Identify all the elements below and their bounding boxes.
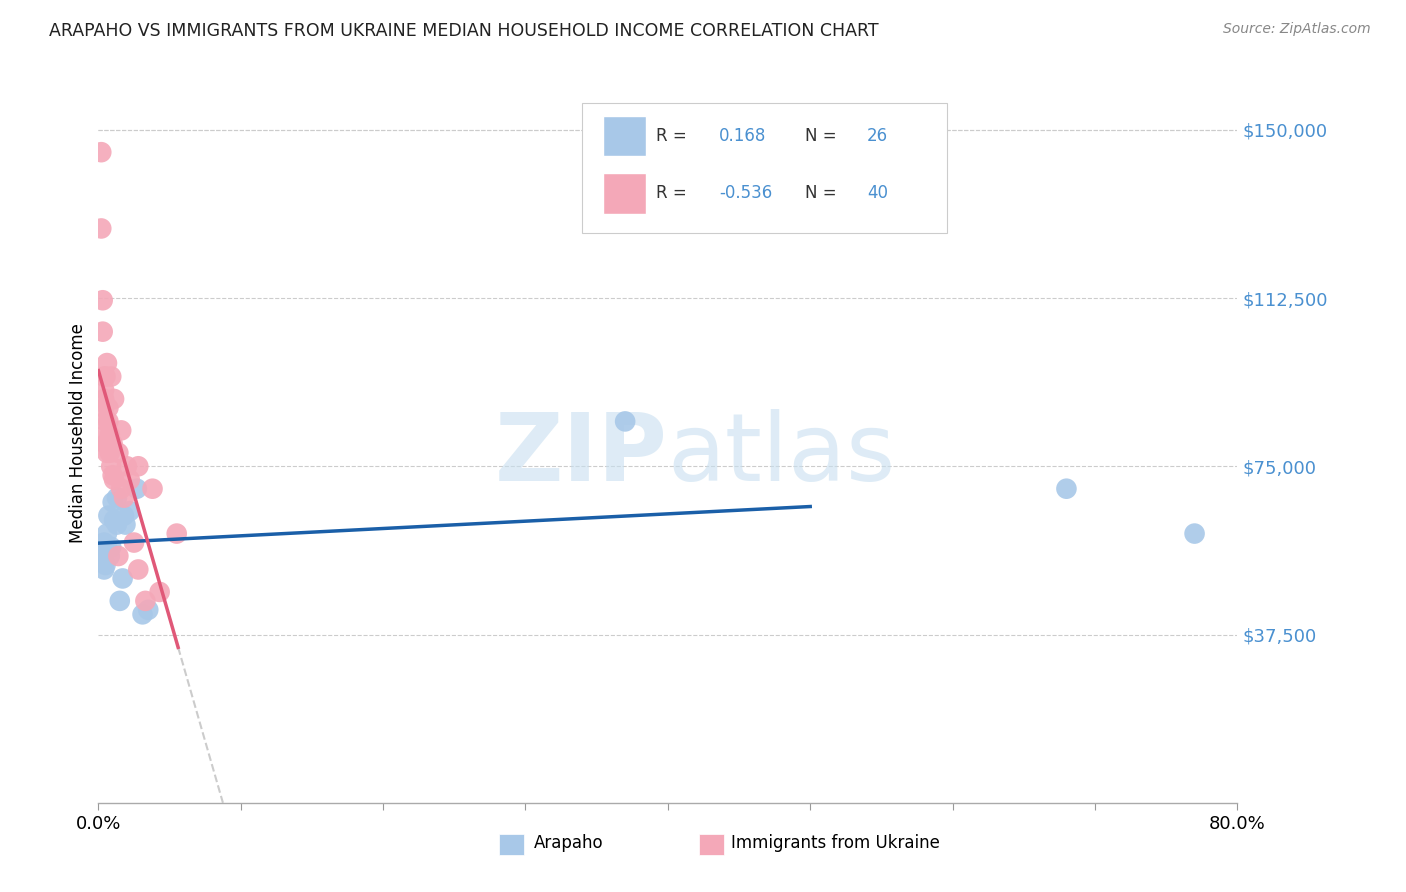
Text: 0.168: 0.168 — [718, 127, 766, 145]
Point — [93, 369, 115, 384]
Point — [101, 468, 124, 483]
Point — [100, 459, 122, 474]
Point — [118, 504, 141, 518]
Point — [103, 473, 125, 487]
Point — [96, 446, 118, 460]
Text: 26: 26 — [868, 127, 889, 145]
Text: atlas: atlas — [668, 409, 896, 500]
Point — [614, 414, 637, 428]
Point — [103, 513, 125, 527]
Point — [96, 356, 118, 370]
FancyBboxPatch shape — [603, 173, 647, 214]
Point — [103, 392, 125, 406]
Point — [94, 558, 117, 572]
Point — [136, 603, 159, 617]
Point — [112, 491, 135, 505]
Point — [90, 221, 112, 235]
Point — [96, 437, 118, 451]
Point — [90, 145, 112, 160]
Point — [97, 414, 120, 428]
Point — [105, 491, 128, 505]
Point — [93, 401, 115, 415]
Text: ARAPAHO VS IMMIGRANTS FROM UKRAINE MEDIAN HOUSEHOLD INCOME CORRELATION CHART: ARAPAHO VS IMMIGRANTS FROM UKRAINE MEDIA… — [49, 22, 879, 40]
Point — [100, 540, 122, 554]
Point — [94, 414, 117, 428]
Text: Arapaho: Arapaho — [534, 834, 605, 852]
Text: N =: N = — [804, 127, 841, 145]
Point — [107, 549, 129, 563]
Point — [93, 562, 115, 576]
Point — [90, 540, 112, 554]
Point — [112, 508, 135, 523]
Text: -0.536: -0.536 — [718, 185, 772, 202]
Point — [141, 482, 163, 496]
Point — [107, 446, 129, 460]
Point — [98, 428, 121, 442]
Point — [131, 607, 153, 622]
Text: 40: 40 — [868, 185, 889, 202]
Point — [94, 428, 117, 442]
Point — [97, 508, 120, 523]
Text: R =: R = — [657, 185, 693, 202]
Point — [105, 517, 128, 532]
Point — [93, 383, 115, 397]
Point — [94, 544, 117, 558]
Point — [134, 594, 156, 608]
Point — [115, 459, 138, 474]
Point — [91, 293, 114, 308]
Point — [97, 401, 120, 415]
Point — [118, 473, 141, 487]
Point — [96, 526, 118, 541]
Point — [98, 549, 121, 563]
Point — [166, 526, 188, 541]
Point — [111, 571, 134, 585]
Point — [125, 482, 148, 496]
Text: N =: N = — [804, 185, 841, 202]
Point — [100, 369, 122, 384]
FancyBboxPatch shape — [582, 103, 946, 233]
Point — [93, 392, 115, 406]
Text: ZIP: ZIP — [495, 409, 668, 500]
Y-axis label: Median Household Income: Median Household Income — [69, 323, 87, 542]
Point — [114, 517, 136, 532]
Text: Immigrants from Ukraine: Immigrants from Ukraine — [731, 834, 941, 852]
Point — [101, 437, 124, 451]
Point — [108, 594, 131, 608]
Point — [127, 459, 149, 474]
Point — [110, 423, 132, 437]
Point — [94, 369, 117, 384]
Point — [101, 495, 124, 509]
Point — [91, 553, 114, 567]
Point — [1056, 482, 1078, 496]
Text: R =: R = — [657, 127, 693, 145]
Point — [91, 325, 114, 339]
Point — [149, 585, 172, 599]
Point — [110, 482, 132, 496]
Point — [94, 437, 117, 451]
Point — [127, 562, 149, 576]
Point — [98, 446, 121, 460]
Point — [1184, 526, 1206, 541]
Point — [122, 535, 145, 549]
Point — [96, 540, 118, 554]
Text: Source: ZipAtlas.com: Source: ZipAtlas.com — [1223, 22, 1371, 37]
Point — [93, 535, 115, 549]
FancyBboxPatch shape — [603, 116, 647, 156]
